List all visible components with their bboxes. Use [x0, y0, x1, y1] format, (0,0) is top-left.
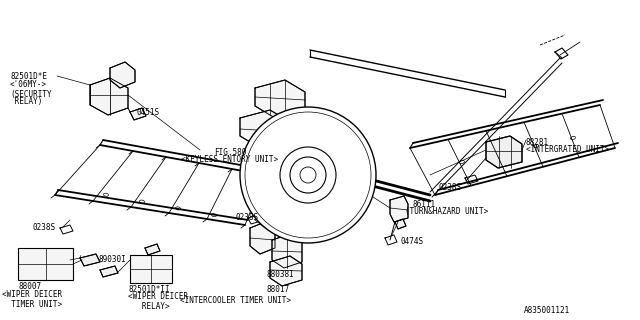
Bar	[130, 255, 172, 283]
Text: <INTERCOOLER TIMER UNIT>: <INTERCOOLER TIMER UNIT>	[179, 296, 291, 305]
Text: 82501D*E: 82501D*E	[10, 72, 47, 81]
Polygon shape	[250, 222, 275, 254]
Text: 0238S: 0238S	[32, 223, 55, 232]
Polygon shape	[240, 110, 290, 148]
Text: <KEYLESS ENTORY UNIT>: <KEYLESS ENTORY UNIT>	[181, 155, 278, 164]
Polygon shape	[395, 219, 406, 229]
Polygon shape	[110, 62, 135, 88]
Polygon shape	[486, 136, 522, 168]
Text: <'06MY->: <'06MY->	[10, 80, 47, 89]
Text: <WIPER DEICER
  TIMER UNIT>: <WIPER DEICER TIMER UNIT>	[2, 290, 62, 309]
Text: A835001121: A835001121	[524, 306, 570, 315]
Bar	[18, 248, 73, 280]
Circle shape	[240, 107, 376, 243]
Polygon shape	[80, 254, 100, 266]
Text: 0474S: 0474S	[400, 237, 423, 246]
Text: (SECURITY: (SECURITY	[10, 90, 52, 99]
Polygon shape	[90, 78, 128, 115]
Text: 82501D*II: 82501D*II	[128, 285, 170, 294]
Text: FIG.580: FIG.580	[214, 148, 246, 157]
Text: 88017: 88017	[266, 285, 289, 294]
Text: 88007: 88007	[18, 282, 41, 291]
Text: 0238S: 0238S	[439, 183, 462, 192]
Text: (TURN&HAZARD UNIT>: (TURN&HAZARD UNIT>	[405, 207, 488, 216]
Polygon shape	[270, 256, 302, 286]
Text: 88038I: 88038I	[266, 270, 294, 279]
Text: 89030I: 89030I	[98, 255, 125, 264]
Text: 88281: 88281	[526, 138, 549, 147]
Text: RELAY): RELAY)	[10, 97, 42, 106]
Text: <WIPER DEICER
   RELAY>: <WIPER DEICER RELAY>	[128, 292, 188, 311]
Text: <INTERGRATED UNIT>: <INTERGRATED UNIT>	[526, 145, 609, 154]
Polygon shape	[390, 196, 408, 222]
Text: 0238S: 0238S	[235, 213, 258, 222]
Text: 0451S: 0451S	[136, 108, 159, 117]
Polygon shape	[130, 108, 146, 120]
Polygon shape	[100, 266, 118, 277]
Polygon shape	[272, 234, 302, 268]
Text: 86111: 86111	[412, 200, 435, 209]
Polygon shape	[145, 244, 160, 255]
Polygon shape	[255, 80, 305, 118]
